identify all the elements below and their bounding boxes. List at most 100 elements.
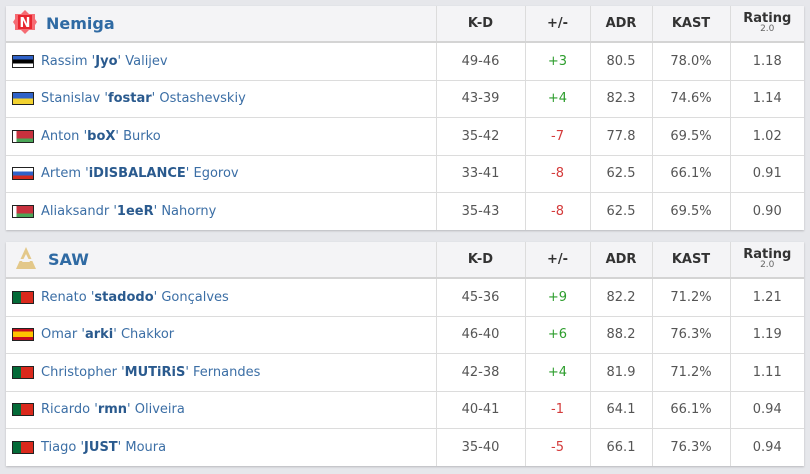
- player-link[interactable]: Aliaksandr '1eeR' Nahorny: [12, 204, 216, 219]
- plus-minus-value: -5: [524, 428, 590, 466]
- kast-value: 71.2%: [651, 278, 730, 317]
- kast-value: 71.2%: [651, 353, 730, 392]
- rating-version: 2.0: [760, 23, 775, 34]
- player-row: Rassim 'Jyo' Valijev 49-46 +3 80.5 78.0%…: [6, 42, 804, 81]
- team-name-link[interactable]: Nemiga: [46, 14, 115, 33]
- belarus-flag-icon: [12, 129, 34, 143]
- ukraine-flag-icon: [12, 92, 34, 106]
- player-link[interactable]: Renato 'stadodo' Gonçalves: [12, 290, 229, 305]
- plus-minus-value: -8: [524, 192, 590, 230]
- adr-value: 66.1: [589, 428, 652, 466]
- last-name: Nahorny: [161, 203, 217, 219]
- plus-minus-value: -8: [524, 155, 590, 193]
- adr-header: ADR: [589, 6, 652, 43]
- last-name: Burko: [123, 128, 161, 144]
- russia-flag-icon: [12, 167, 34, 181]
- nickname: MUTiRiS: [124, 364, 186, 380]
- kd-value: 33-41: [435, 155, 525, 193]
- portugal-flag-icon: [12, 440, 34, 454]
- saw-logo: [12, 245, 40, 275]
- player-row: Omar 'arki' Chakkor 46-40 +6 88.2 76.3% …: [6, 316, 804, 354]
- kast-value: 66.1%: [651, 391, 730, 429]
- player-link[interactable]: Tiago 'JUST' Moura: [12, 440, 166, 455]
- plus-minus-value: +4: [524, 80, 590, 118]
- player-row: Renato 'stadodo' Gonçalves 45-36 +9 82.2…: [6, 278, 804, 317]
- player-link[interactable]: Anton 'boX' Burko: [12, 129, 161, 144]
- kd-value: 35-42: [435, 117, 525, 156]
- kast-value: 78.0%: [651, 42, 730, 81]
- rating-label: Rating: [743, 10, 792, 26]
- player-row: Aliaksandr '1eeR' Nahorny 35-43 -8 62.5 …: [6, 192, 804, 230]
- last-name: Egorov: [193, 166, 239, 182]
- first-name: Ricardo: [41, 402, 91, 418]
- nemiga-stats-table: N Nemiga K-D +/- ADR KAST Rating 2.0 Rassim…: [6, 6, 804, 230]
- nickname: 1eeR: [116, 203, 154, 219]
- plus-minus-value: +4: [524, 353, 590, 392]
- kast-header: KAST: [651, 6, 730, 43]
- adr-value: 81.9: [589, 353, 652, 392]
- kast-value: 66.1%: [651, 155, 730, 193]
- first-name: Tiago: [41, 439, 77, 455]
- rating-value: 0.94: [729, 428, 804, 466]
- rating-value: 1.21: [729, 278, 804, 317]
- belarus-flag-icon: [12, 204, 34, 218]
- last-name: Moura: [125, 439, 167, 455]
- svg-text:N: N: [20, 16, 31, 31]
- kast-value: 69.5%: [651, 192, 730, 230]
- player-link[interactable]: Rassim 'Jyo' Valijev: [12, 54, 168, 69]
- first-name: Renato: [41, 289, 87, 305]
- rating-value: 0.90: [729, 192, 804, 230]
- player-row: Ricardo 'rmn' Oliveira 40-41 -1 64.1 66.…: [6, 391, 804, 429]
- rating-value: 1.11: [729, 353, 804, 392]
- spain-flag-icon: [12, 328, 34, 342]
- kd-header: K-D: [435, 6, 525, 43]
- kd-value: 40-41: [435, 391, 525, 429]
- last-name: Gonçalves: [161, 289, 229, 305]
- plus-minus-value: +6: [524, 316, 590, 354]
- adr-value: 62.5: [589, 192, 652, 230]
- kd-value: 35-43: [435, 192, 525, 230]
- kd-value: 46-40: [435, 316, 525, 354]
- first-name: Aliaksandr: [41, 203, 110, 219]
- rating-value: 1.02: [729, 117, 804, 156]
- kd-value: 49-46: [435, 42, 525, 81]
- kast-value: 76.3%: [651, 428, 730, 466]
- plus-minus-value: -1: [524, 391, 590, 429]
- rating-label: Rating: [743, 246, 792, 262]
- last-name: Valijev: [125, 53, 168, 69]
- rating-value: 1.19: [729, 316, 804, 354]
- plus-minus-value: -7: [524, 117, 590, 156]
- adr-header: ADR: [589, 242, 652, 279]
- player-link[interactable]: Christopher 'MUTiRiS' Fernandes: [12, 365, 260, 380]
- kd-value: 42-38: [435, 353, 525, 392]
- plus-minus-header: +/-: [524, 6, 590, 43]
- adr-value: 82.3: [589, 80, 652, 118]
- rating-value: 0.94: [729, 391, 804, 429]
- player-link[interactable]: Ricardo 'rmn' Oliveira: [12, 402, 185, 417]
- team-name-link[interactable]: SAW: [48, 250, 89, 269]
- nickname: fostar: [107, 91, 152, 107]
- player-link[interactable]: Omar 'arki' Chakkor: [12, 327, 174, 342]
- nickname: arki: [84, 327, 114, 343]
- adr-value: 62.5: [589, 155, 652, 193]
- player-row: Christopher 'MUTiRiS' Fernandes 42-38 +4…: [6, 353, 804, 392]
- first-name: Anton: [41, 128, 80, 144]
- kd-value: 45-36: [435, 278, 525, 317]
- plus-minus-header: +/-: [524, 242, 590, 279]
- table-header: N Nemiga K-D +/- ADR KAST Rating 2.0: [6, 6, 804, 43]
- player-row: Stanislav 'fostar' Ostashevskiy 43-39 +4…: [6, 80, 804, 118]
- rating-value: 1.14: [729, 80, 804, 118]
- kast-value: 74.6%: [651, 80, 730, 118]
- plus-minus-value: +3: [524, 42, 590, 81]
- portugal-flag-icon: [12, 365, 34, 379]
- player-row: Anton 'boX' Burko 35-42 -7 77.8 69.5% 1.…: [6, 117, 804, 156]
- nickname: Jyo: [95, 53, 118, 69]
- player-link[interactable]: Artem 'iDISBALANCE' Egorov: [12, 166, 239, 181]
- adr-value: 64.1: [589, 391, 652, 429]
- estonia-flag-icon: [12, 54, 34, 68]
- last-name: Fernandes: [193, 364, 261, 380]
- adr-value: 82.2: [589, 278, 652, 317]
- nickname: JUST: [84, 439, 118, 455]
- player-link[interactable]: Stanislav 'fostar' Ostashevskiy: [12, 91, 246, 106]
- adr-value: 77.8: [589, 117, 652, 156]
